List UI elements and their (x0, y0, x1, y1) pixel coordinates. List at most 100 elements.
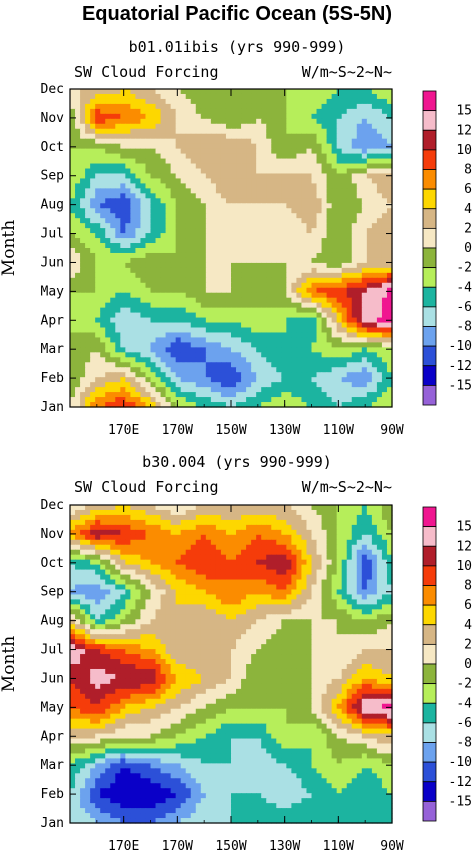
contour-cell (95, 524, 101, 531)
contour-cell (386, 514, 393, 521)
contour-cell (95, 342, 101, 348)
contour-cell (296, 342, 303, 348)
contour-cell (286, 505, 292, 511)
contour-cell (376, 549, 383, 556)
contour-cell (251, 317, 257, 324)
contour-cell (200, 267, 207, 274)
contour-cell (356, 297, 363, 304)
contour-cell (261, 238, 267, 244)
contour-cell (220, 153, 227, 160)
contour-cell (381, 377, 388, 383)
contour-cell (356, 277, 363, 284)
contour-cell (200, 559, 207, 566)
contour-cell (110, 387, 116, 393)
contour-cell (346, 302, 353, 309)
contour-cell (261, 158, 267, 165)
contour-cell (145, 509, 152, 516)
contour-cell (351, 282, 358, 289)
contour-cell (75, 392, 81, 398)
contour-cell (286, 357, 292, 363)
contour-cell (135, 282, 142, 289)
contour-cell (180, 173, 187, 180)
contour-cell (381, 193, 388, 199)
contour-cell (85, 514, 91, 521)
contour-cell (75, 337, 81, 344)
contour-cell (90, 554, 96, 561)
contour-cell (236, 549, 242, 556)
contour-cell (215, 138, 222, 145)
contour-cell (225, 158, 232, 165)
contour-cell (145, 297, 152, 304)
contour-cell (336, 505, 343, 511)
contour-cell (336, 243, 343, 249)
contour-cell (200, 173, 207, 180)
contour-cell (356, 243, 363, 249)
contour-cell (115, 524, 121, 531)
contour-cell (276, 362, 282, 368)
contour-cell (105, 208, 111, 214)
contour-cell (215, 322, 222, 329)
contour-cell (215, 103, 222, 110)
contour-cell (90, 208, 96, 214)
contour-cell (145, 148, 152, 155)
contour-cell (165, 367, 172, 373)
contour-cell (125, 377, 131, 383)
contour-cell (366, 98, 373, 105)
contour-cell (231, 564, 237, 571)
contour-cell (281, 554, 287, 561)
contour-cell (160, 372, 167, 378)
contour-cell (336, 357, 343, 363)
contour-cell (125, 153, 131, 160)
contour-cell (115, 377, 121, 383)
contour-cell (381, 133, 388, 140)
contour-cell (331, 564, 338, 571)
contour-cell (371, 297, 378, 304)
contour-cell (386, 372, 393, 378)
contour-cell (361, 198, 368, 204)
contour-cell (271, 108, 277, 115)
contour-cell (331, 509, 338, 516)
contour-cell (120, 243, 126, 249)
contour-cell (386, 218, 393, 224)
contour-cell (361, 123, 368, 130)
contour-cell (205, 312, 212, 319)
contour-cell (70, 133, 76, 140)
contour-cell (125, 387, 131, 393)
contour-cell (236, 392, 242, 398)
contour-cell (311, 524, 318, 531)
contour-cell (110, 218, 116, 224)
contour-cell (311, 277, 318, 284)
contour-cell (135, 257, 142, 264)
contour-cell (225, 188, 232, 194)
contour-cell (190, 559, 197, 566)
contour-cell (336, 377, 343, 383)
contour-cell (306, 198, 313, 204)
contour-cell (220, 342, 227, 348)
contour-cell (266, 539, 272, 546)
contour-cell (115, 163, 121, 170)
contour-cell (105, 307, 111, 314)
contour-cell (95, 357, 101, 363)
contour-cell (356, 287, 363, 294)
contour-cell (291, 387, 298, 393)
contour-cell (90, 392, 96, 398)
contour-cell (286, 118, 292, 125)
contour-cell (150, 168, 157, 175)
contour-cell (336, 108, 343, 115)
contour-cell (251, 223, 257, 229)
contour-cell (281, 357, 287, 363)
contour-cell (215, 337, 222, 344)
contour-cell (150, 257, 157, 264)
contour-cell (140, 267, 147, 274)
contour-cell (215, 233, 222, 239)
contour-cell (200, 397, 207, 403)
contour-cell (195, 128, 202, 135)
contour-cell (251, 123, 257, 130)
contour-cell (130, 387, 137, 393)
contour-cell (261, 505, 267, 511)
contour-cell (286, 317, 292, 324)
contour-cell (115, 188, 121, 194)
contour-cell (351, 352, 358, 358)
contour-cell (70, 357, 76, 363)
contour-cell (261, 173, 267, 180)
